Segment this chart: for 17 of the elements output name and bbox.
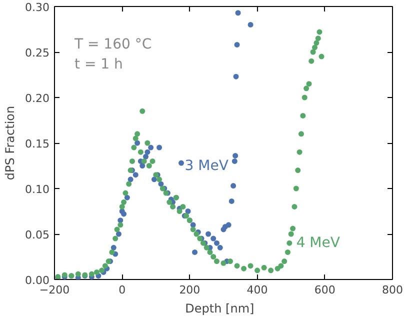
y-tick-label: 0.05	[25, 228, 50, 242]
x-tick-label: 400	[246, 284, 268, 296]
y-axis-title: dPS Fraction	[3, 106, 18, 180]
x-tick-label: 0	[118, 284, 126, 296]
x-axis-title: Depth [nm]	[185, 302, 254, 316]
annotation: T = 160 °C	[74, 36, 152, 52]
series-label: 3 MeV	[184, 158, 229, 174]
y-tick-label: 0.15	[25, 138, 50, 150]
annotation: t = 1 h	[74, 56, 123, 72]
x-tick-label: 600	[314, 284, 336, 296]
x-tick-label: 200	[179, 284, 200, 296]
y-tick-label: 0.30	[25, 1, 50, 14]
y-tick-label: 0.25	[25, 46, 50, 60]
y-tick-label: 0.10	[25, 183, 50, 196]
y-tick-label: 0.20	[25, 92, 50, 105]
series-label: 4 MeV	[296, 235, 340, 252]
x-tick-label: 800	[382, 284, 403, 296]
